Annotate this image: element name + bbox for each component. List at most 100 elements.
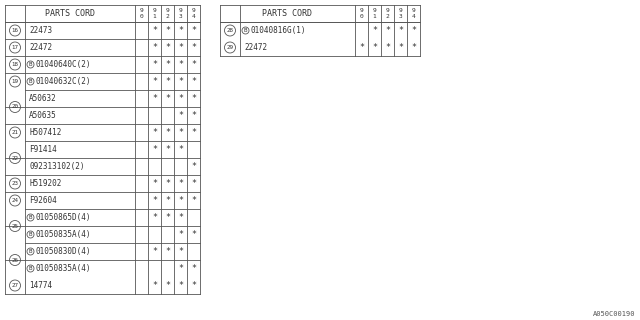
Text: 01040632C(2): 01040632C(2) xyxy=(35,77,91,86)
Text: *: * xyxy=(165,213,170,222)
Text: 9
3: 9 3 xyxy=(399,8,403,19)
Text: B: B xyxy=(29,249,32,254)
Text: B: B xyxy=(29,232,32,237)
Text: 9
1: 9 1 xyxy=(372,8,376,19)
Text: *: * xyxy=(191,60,196,69)
Text: 01050835A(4): 01050835A(4) xyxy=(35,264,91,273)
Text: *: * xyxy=(165,145,170,154)
Text: 19: 19 xyxy=(12,79,19,84)
Text: 27: 27 xyxy=(12,283,19,288)
Text: *: * xyxy=(178,43,183,52)
Text: *: * xyxy=(152,179,157,188)
Text: 26: 26 xyxy=(12,258,19,262)
Text: *: * xyxy=(165,94,170,103)
Text: A50632: A50632 xyxy=(29,94,57,103)
Text: *: * xyxy=(165,43,170,52)
Text: *: * xyxy=(359,43,364,52)
Text: 9
3: 9 3 xyxy=(179,8,182,19)
Text: *: * xyxy=(152,196,157,205)
Text: *: * xyxy=(152,145,157,154)
Text: *: * xyxy=(191,162,196,171)
Text: *: * xyxy=(178,77,183,86)
Text: *: * xyxy=(152,281,157,290)
Text: 01040640C(2): 01040640C(2) xyxy=(35,60,91,69)
Text: 092313102(2): 092313102(2) xyxy=(29,162,84,171)
Text: *: * xyxy=(165,26,170,35)
Text: 9
4: 9 4 xyxy=(412,8,415,19)
Text: 21: 21 xyxy=(12,130,19,135)
Text: *: * xyxy=(191,43,196,52)
Text: *: * xyxy=(178,145,183,154)
Text: *: * xyxy=(165,196,170,205)
Text: *: * xyxy=(191,77,196,86)
Text: 20: 20 xyxy=(12,105,19,109)
Text: 9
0: 9 0 xyxy=(140,8,143,19)
Text: 01040816G(1): 01040816G(1) xyxy=(250,26,306,35)
Text: 9
4: 9 4 xyxy=(191,8,195,19)
Text: *: * xyxy=(165,60,170,69)
Text: 16: 16 xyxy=(12,28,19,33)
Text: PARTS CORD: PARTS CORD xyxy=(262,9,312,18)
Text: 01050835A(4): 01050835A(4) xyxy=(35,230,91,239)
Text: *: * xyxy=(165,179,170,188)
Text: *: * xyxy=(191,179,196,188)
Text: *: * xyxy=(152,213,157,222)
Text: A50635: A50635 xyxy=(29,111,57,120)
Text: *: * xyxy=(152,43,157,52)
Text: *: * xyxy=(178,281,183,290)
Text: 14774: 14774 xyxy=(29,281,52,290)
Text: *: * xyxy=(191,230,196,239)
Text: *: * xyxy=(191,94,196,103)
Text: 22473: 22473 xyxy=(29,26,52,35)
Text: B: B xyxy=(29,79,32,84)
Text: *: * xyxy=(191,281,196,290)
Text: 22472: 22472 xyxy=(29,43,52,52)
Text: *: * xyxy=(385,43,390,52)
Text: 18: 18 xyxy=(12,62,19,67)
Text: 01050865D(4): 01050865D(4) xyxy=(35,213,91,222)
Text: B: B xyxy=(29,215,32,220)
Text: *: * xyxy=(165,128,170,137)
Text: *: * xyxy=(411,43,416,52)
Text: *: * xyxy=(191,196,196,205)
Text: *: * xyxy=(191,26,196,35)
Text: 22: 22 xyxy=(12,156,19,161)
Text: PARTS CORD: PARTS CORD xyxy=(45,9,95,18)
Text: *: * xyxy=(178,60,183,69)
Text: 9
0: 9 0 xyxy=(360,8,364,19)
Text: *: * xyxy=(152,94,157,103)
Text: *: * xyxy=(178,247,183,256)
Text: *: * xyxy=(178,230,183,239)
Text: *: * xyxy=(178,94,183,103)
Text: F91414: F91414 xyxy=(29,145,57,154)
Text: *: * xyxy=(372,26,377,35)
Text: F92604: F92604 xyxy=(29,196,57,205)
Text: *: * xyxy=(152,247,157,256)
Text: *: * xyxy=(178,111,183,120)
Text: *: * xyxy=(152,128,157,137)
Text: H519202: H519202 xyxy=(29,179,61,188)
Text: *: * xyxy=(165,247,170,256)
Text: *: * xyxy=(372,43,377,52)
Text: 23: 23 xyxy=(12,181,19,186)
Text: 01050830D(4): 01050830D(4) xyxy=(35,247,91,256)
Text: *: * xyxy=(398,26,403,35)
Text: *: * xyxy=(178,196,183,205)
Text: B: B xyxy=(29,266,32,271)
Text: 9
1: 9 1 xyxy=(152,8,156,19)
Text: 24: 24 xyxy=(12,198,19,203)
Text: *: * xyxy=(191,264,196,273)
Text: *: * xyxy=(178,179,183,188)
Text: 28: 28 xyxy=(227,28,234,33)
Text: *: * xyxy=(178,128,183,137)
Text: B: B xyxy=(29,62,32,67)
Text: 9
2: 9 2 xyxy=(386,8,389,19)
Text: A050C00190: A050C00190 xyxy=(593,311,635,317)
Text: *: * xyxy=(398,43,403,52)
Text: *: * xyxy=(152,77,157,86)
Text: B: B xyxy=(244,28,247,33)
Text: 17: 17 xyxy=(12,45,19,50)
Text: 22472: 22472 xyxy=(244,43,267,52)
Text: 25: 25 xyxy=(12,223,19,228)
Text: *: * xyxy=(178,264,183,273)
